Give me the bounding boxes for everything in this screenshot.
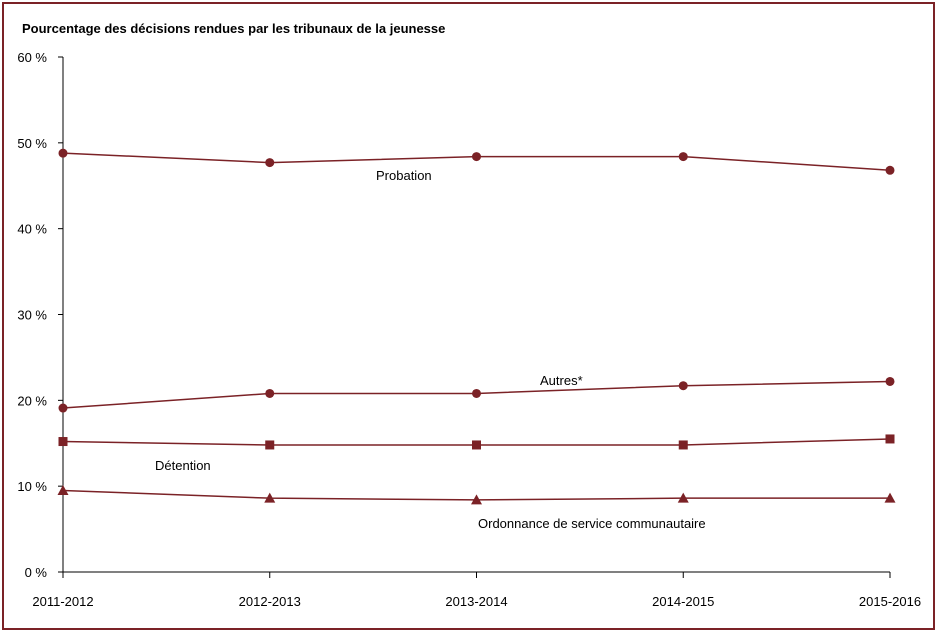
series-detention [58,434,895,450]
data-point-square [885,434,895,444]
data-point-circle [885,165,895,175]
y-tick-label: 40 % [17,222,47,237]
chart-frame [2,2,935,630]
data-point-square [265,440,275,450]
series-label-detention: Détention [155,458,211,473]
data-point-triangle [471,494,482,505]
x-tick-label: 2015-2016 [859,594,921,609]
data-point-circle [265,388,275,398]
axes: 0 % 10 % 20 % 30 % 40 % 50 % 60 % 2011-2012 2012… [17,50,921,609]
series-probation [58,148,895,175]
series-labels: Probation Autres* Détention Ordonnance d… [155,168,706,531]
series-layer [57,148,896,505]
x-tick-label: 2012-2013 [239,594,301,609]
x-tick-label: 2013-2014 [445,594,507,609]
series-ordonnance-de-service-communautaire [57,484,896,505]
x-tick-label: 2014-2015 [652,594,714,609]
series-label-autres: Autres* [540,373,583,388]
series-autres [58,376,895,413]
data-point-square [58,437,68,447]
y-tick-label: 0 % [25,565,48,580]
series-label-ordonnance: Ordonnance de service communautaire [478,516,706,531]
chart-title: Pourcentage des décisions rendues par le… [22,21,445,36]
data-point-circle [58,403,68,413]
data-point-triangle [57,484,69,495]
data-point-circle [678,381,688,391]
y-tick-label: 60 % [17,50,47,65]
y-tick-label: 30 % [17,308,47,323]
data-point-circle [265,158,275,168]
data-point-square [678,440,688,450]
series-label-probation: Probation [376,168,432,183]
x-tick-label: 2011-2012 [32,594,93,609]
data-point-circle [885,376,895,386]
data-point-circle [678,152,688,162]
y-tick-label: 10 % [17,479,47,494]
data-point-circle [472,152,481,162]
y-tick-label: 50 % [17,136,47,151]
data-point-triangle [884,492,896,503]
data-point-circle [472,388,481,398]
y-tick-label: 20 % [17,393,47,408]
data-point-triangle [677,492,689,503]
data-point-square [472,440,481,450]
data-point-circle [58,148,68,158]
data-point-triangle [264,492,276,503]
